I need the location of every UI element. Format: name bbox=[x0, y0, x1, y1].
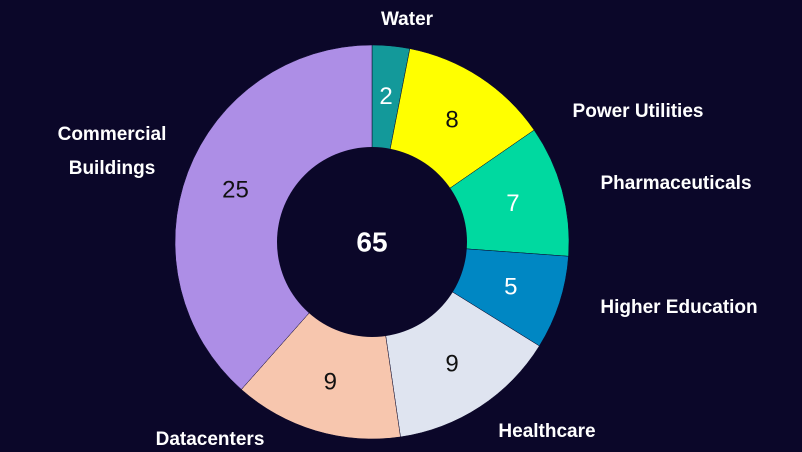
category-label: Datacenters bbox=[155, 429, 265, 450]
total-label: 65 bbox=[356, 227, 387, 258]
category-label: Commercial Buildings bbox=[57, 124, 167, 179]
value-label: 8 bbox=[445, 106, 458, 133]
value-label: 2 bbox=[379, 83, 392, 110]
value-label: 9 bbox=[445, 351, 458, 378]
value-label: 7 bbox=[506, 190, 519, 217]
value-label: 25 bbox=[222, 177, 249, 204]
category-label: Pharmaceuticals bbox=[600, 173, 752, 194]
category-label: Higher Education bbox=[600, 297, 758, 318]
donut-hole bbox=[277, 147, 467, 337]
donut-segment bbox=[174, 44, 373, 390]
category-label: Power Utilities bbox=[572, 101, 704, 122]
category-label: Water bbox=[380, 9, 434, 30]
value-label: 5 bbox=[504, 274, 517, 301]
value-label: 9 bbox=[324, 368, 337, 395]
category-label: Healthcare bbox=[498, 421, 596, 442]
